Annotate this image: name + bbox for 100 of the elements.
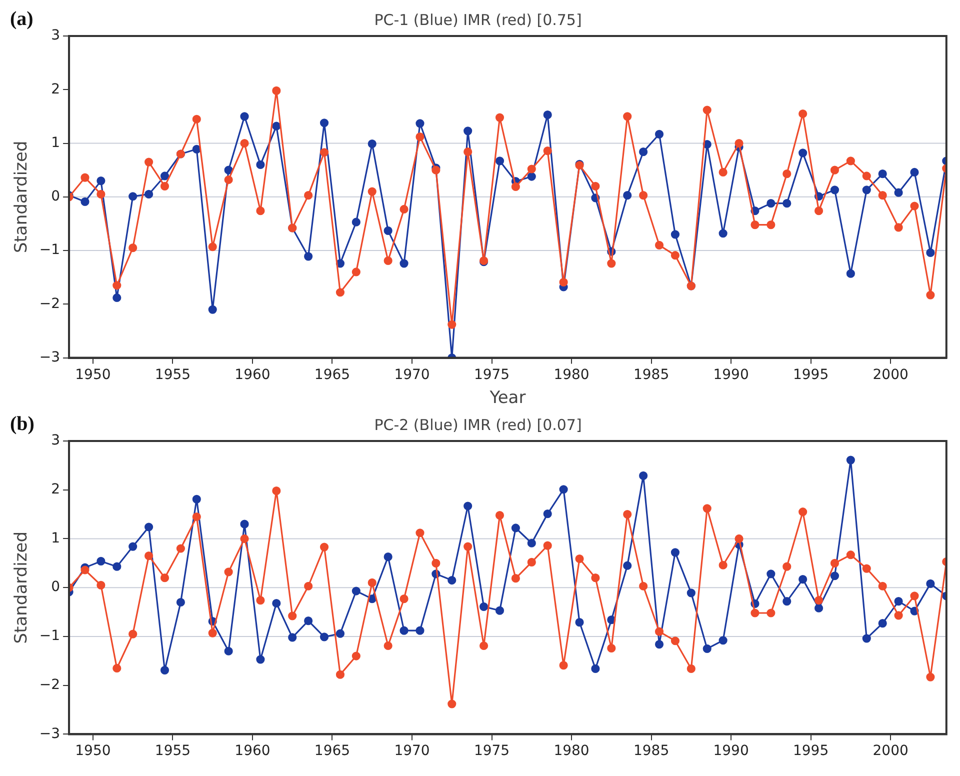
x-tick-label: 1960 (234, 366, 270, 383)
point (654, 640, 664, 649)
point (654, 130, 664, 138)
point (479, 602, 488, 611)
point (479, 641, 488, 650)
point (80, 173, 90, 182)
point (240, 138, 249, 148)
point (782, 596, 792, 606)
point (623, 112, 632, 121)
point (878, 582, 887, 590)
point (224, 175, 233, 184)
point (718, 636, 728, 645)
point (256, 655, 265, 664)
y-tick-label: 1 (51, 134, 60, 151)
point (112, 664, 122, 673)
point (511, 574, 520, 583)
point (144, 190, 154, 199)
point (926, 290, 935, 300)
point (846, 269, 855, 278)
point (256, 160, 265, 170)
point (272, 86, 281, 96)
point (814, 604, 824, 612)
point (734, 534, 744, 544)
point (862, 172, 871, 180)
point (448, 576, 456, 585)
point (862, 634, 871, 643)
point (128, 192, 138, 201)
point (336, 629, 345, 638)
point (766, 608, 776, 618)
point (495, 113, 504, 122)
chart-title: PC-2 (Blue) IMR (red) [0.07] (374, 416, 582, 434)
point (798, 148, 808, 158)
point (559, 661, 568, 670)
x-tick-label: 1980 (554, 366, 590, 383)
y-tick-label: 3 (51, 28, 60, 44)
x-tick-label: 2000 (872, 366, 908, 383)
point (830, 166, 840, 174)
point (926, 672, 935, 682)
point (128, 244, 138, 252)
point (495, 156, 504, 166)
point (128, 542, 138, 551)
text: (b) (10, 413, 34, 436)
point (336, 670, 345, 679)
point (766, 220, 776, 230)
x-tick-label: 1975 (474, 366, 510, 383)
point (384, 226, 392, 235)
point (798, 508, 808, 516)
y-tick-label: −1 (39, 242, 60, 258)
point (400, 204, 408, 214)
point (192, 144, 201, 154)
point (320, 632, 329, 642)
point (718, 229, 728, 238)
point (559, 485, 568, 494)
point (623, 561, 632, 570)
point (527, 164, 536, 174)
point (798, 109, 808, 118)
point (894, 188, 903, 197)
point (112, 293, 122, 302)
point (352, 268, 360, 276)
point (702, 106, 712, 114)
x-tick-label: 1955 (154, 366, 191, 383)
point (543, 146, 552, 156)
x-tick-label: 1955 (154, 743, 191, 760)
point (128, 630, 138, 638)
point (384, 552, 392, 562)
x-tick-label: 1990 (713, 366, 749, 383)
point (384, 641, 392, 650)
y-tick-label: 3 (51, 432, 60, 449)
point (495, 606, 504, 615)
x-tick-label: 1950 (75, 366, 111, 383)
y-axis-title: Standardized (12, 140, 32, 254)
y-tick-label: 2 (51, 81, 60, 98)
point (639, 582, 648, 590)
point (654, 627, 664, 636)
point (448, 320, 456, 329)
point (846, 550, 855, 560)
point (830, 186, 840, 194)
point (96, 176, 106, 186)
point (878, 618, 887, 628)
point (575, 554, 584, 564)
point (591, 574, 600, 582)
point (416, 132, 424, 142)
x-tick-label: 2000 (872, 743, 908, 760)
point (910, 168, 919, 177)
point (559, 278, 568, 286)
point (464, 502, 472, 510)
point (894, 596, 903, 606)
point (543, 541, 552, 550)
point (830, 572, 840, 580)
point (862, 564, 871, 573)
point (830, 558, 840, 568)
point (416, 626, 424, 635)
point (304, 616, 313, 626)
point (639, 148, 648, 156)
point (702, 644, 712, 653)
point (96, 580, 106, 590)
point (144, 158, 154, 166)
x-tick-label: 1990 (713, 743, 749, 760)
point (304, 252, 313, 261)
point (527, 538, 536, 548)
